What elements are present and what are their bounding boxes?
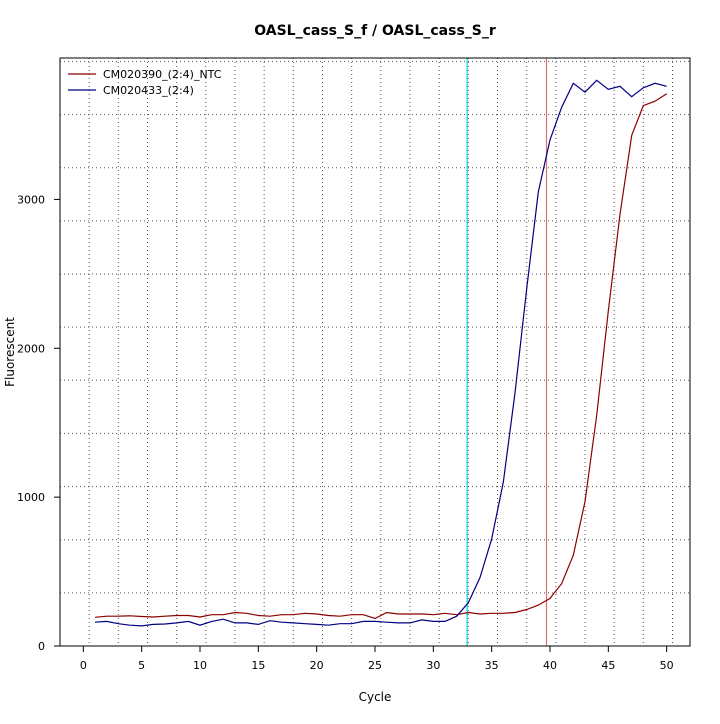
x-axis-label: Cycle — [359, 690, 392, 704]
x-tick-label: 45 — [601, 659, 615, 672]
x-tick-label: 20 — [310, 659, 324, 672]
x-tick-label: 30 — [426, 659, 440, 672]
x-tick-label: 25 — [368, 659, 382, 672]
threshold-lines — [466, 58, 548, 646]
x-tick-label: 40 — [543, 659, 557, 672]
x-tick-label: 0 — [80, 659, 87, 672]
legend-label-1: CM020390_(2:4)_NTC — [103, 68, 222, 81]
y-tick-label: 0 — [38, 640, 45, 653]
series-line-2 — [94, 79, 667, 627]
x-tick-label: 5 — [138, 659, 145, 672]
y-axis-label: Fluorescent — [3, 317, 17, 387]
series-layer — [60, 79, 690, 647]
x-axis: 0 5 10 15 20 25 30 35 40 45 50 — [80, 646, 674, 672]
y-tick-label: 2000 — [17, 342, 45, 355]
x-tick-label: 35 — [485, 659, 499, 672]
legend-label-2: CM020433_(2:4) — [103, 84, 194, 97]
x-tick-label: 50 — [660, 659, 674, 672]
y-tick-label: 1000 — [17, 491, 45, 504]
series-line-1 — [94, 93, 668, 620]
x-tick-label: 10 — [193, 659, 207, 672]
plot-frame — [59, 57, 691, 647]
x-tick-label: 15 — [251, 659, 265, 672]
chart-title: OASL_cass_S_f / OASL_cass_S_r — [254, 23, 496, 39]
legend: CM020390_(2:4)_NTC CM020433_(2:4) — [68, 68, 222, 97]
grid — [60, 58, 690, 646]
y-tick-label: 3000 — [17, 193, 45, 206]
y-axis: 0 1000 2000 3000 — [17, 193, 60, 653]
